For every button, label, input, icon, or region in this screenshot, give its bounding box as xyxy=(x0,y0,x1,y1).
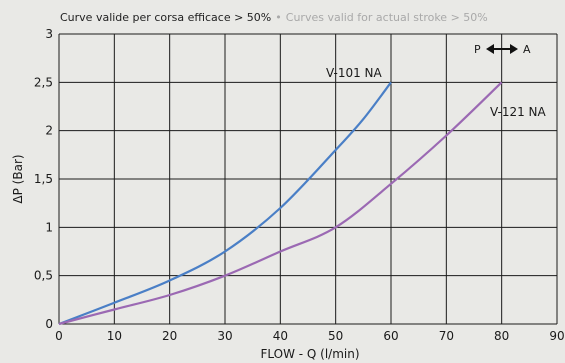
y-tick-label: 3 xyxy=(45,27,53,41)
x-tick-label: 30 xyxy=(217,329,232,343)
x-tick-label: 80 xyxy=(494,329,509,343)
y-tick-labels: 0 0,5 1 1,5 2 2,5 3 xyxy=(34,27,53,331)
x-tick-label: 60 xyxy=(383,329,398,343)
y-tick-label: 2 xyxy=(45,124,53,138)
series-label-v101: V-101 NA xyxy=(326,66,383,80)
flow-direction-indicator: P A xyxy=(474,43,531,56)
y-tick-label: 0,5 xyxy=(34,269,53,283)
x-tick-labels: 0 10 20 30 40 50 60 70 80 90 xyxy=(55,329,564,343)
x-axis-title: FLOW - Q (l/min) xyxy=(260,347,359,361)
x-tick-label: 0 xyxy=(55,329,63,343)
note-primary: Curve valide per corsa efficace > 50% xyxy=(60,11,271,24)
series-line-1 xyxy=(58,81,503,326)
y-tick-label: 2,5 xyxy=(34,75,53,89)
chart-note: Curve valide per corsa efficace > 50% • Cu… xyxy=(60,11,488,24)
flow-to-label: A xyxy=(523,43,531,56)
x-tick-label: 50 xyxy=(328,329,343,343)
series-lines xyxy=(58,81,503,326)
y-tick-label: 1,5 xyxy=(34,172,53,186)
series-label-v121: V-121 NA xyxy=(490,105,547,119)
x-tick-label: 40 xyxy=(273,329,288,343)
x-tick-label: 70 xyxy=(439,329,454,343)
x-tick-label: 20 xyxy=(162,329,177,343)
series-line-0 xyxy=(58,81,392,326)
x-tick-label: 10 xyxy=(107,329,122,343)
note-bullet: • xyxy=(275,11,282,24)
flow-from-label: P xyxy=(474,43,481,56)
note-secondary: Curves valid for actual stroke > 50% xyxy=(286,11,488,24)
y-tick-label: 1 xyxy=(45,220,53,234)
x-tick-label: 90 xyxy=(549,329,564,343)
y-tick-label: 0 xyxy=(45,317,53,331)
y-axis-title: ΔP (Bar) xyxy=(11,154,25,203)
double-arrow-icon xyxy=(486,44,518,54)
